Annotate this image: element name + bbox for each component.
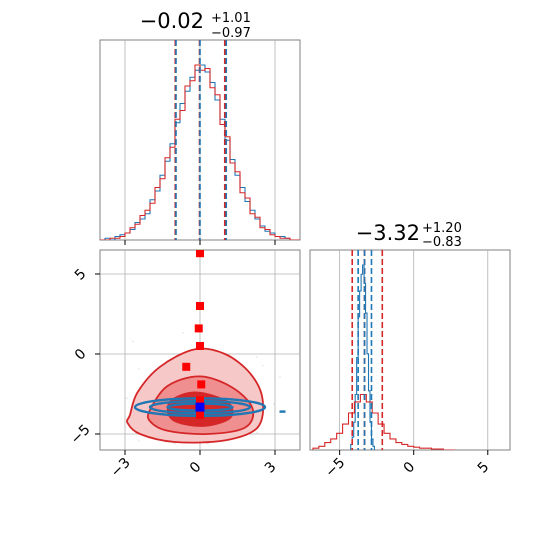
sample-point (274, 439, 277, 442)
marginal-panel-param-2: −5 0 5 −3.32 +1.20 −0.83 (309, 221, 511, 481)
x-ticks (124, 240, 276, 245)
x-tick-label: 5 (475, 459, 493, 477)
sample-point (255, 356, 258, 358)
x-ticks: −5 0 5 (322, 450, 492, 481)
panel-frame (309, 249, 511, 451)
red-point (196, 302, 204, 310)
red-point (197, 380, 206, 389)
sample-point (182, 331, 184, 334)
sample-point (205, 442, 208, 445)
y-tick-label: −5 (68, 422, 94, 448)
histogram-series-1 (100, 64, 300, 240)
quantile-lines (351, 250, 384, 450)
x-tick-label: −3 (108, 455, 134, 481)
sample-point (126, 397, 128, 400)
title-median: −3.32 (356, 221, 420, 245)
red-point (182, 362, 191, 371)
sample-point (208, 442, 210, 445)
sample-point (204, 452, 206, 454)
title-param-1: −0.02 (140, 9, 204, 33)
title-lower-error: −0.83 (422, 235, 462, 250)
quantile-lines (174, 40, 228, 240)
y-tick-label: 5 (72, 266, 90, 284)
y-tick-label: 0 (72, 346, 90, 364)
sample-point (256, 431, 259, 434)
title-median: −0.02 (140, 9, 204, 33)
sample-point (261, 364, 264, 367)
blue-marker (195, 402, 205, 412)
joint-panel: −3 0 3 −5 0 5 (68, 249, 301, 481)
sample-point (174, 442, 176, 445)
title-upper-error: +1.01 (211, 11, 251, 26)
sample-point (132, 340, 134, 343)
x-tick-label: 3 (262, 459, 280, 477)
red-point (196, 410, 204, 419)
x-tick-label: 0 (401, 459, 419, 477)
sample-point (137, 439, 140, 442)
histogram-series-2 (312, 393, 456, 450)
red-point (196, 342, 204, 350)
sample-point (137, 367, 140, 370)
title-lower-error: −0.97 (211, 26, 251, 41)
red-point (194, 324, 203, 333)
x-tick-label: −5 (322, 455, 348, 481)
red-point (196, 396, 204, 405)
sample-point (279, 375, 281, 378)
x-tick-label: 0 (187, 459, 205, 477)
marginal-panel-param-1: −0.02 +1.01 −0.97 (99, 9, 301, 245)
sample-point (172, 442, 175, 444)
title-upper-error: +1.20 (422, 221, 462, 236)
sample-point (272, 403, 275, 406)
joint-contours (126, 250, 286, 454)
grid (339, 250, 489, 450)
red-point (196, 250, 204, 258)
